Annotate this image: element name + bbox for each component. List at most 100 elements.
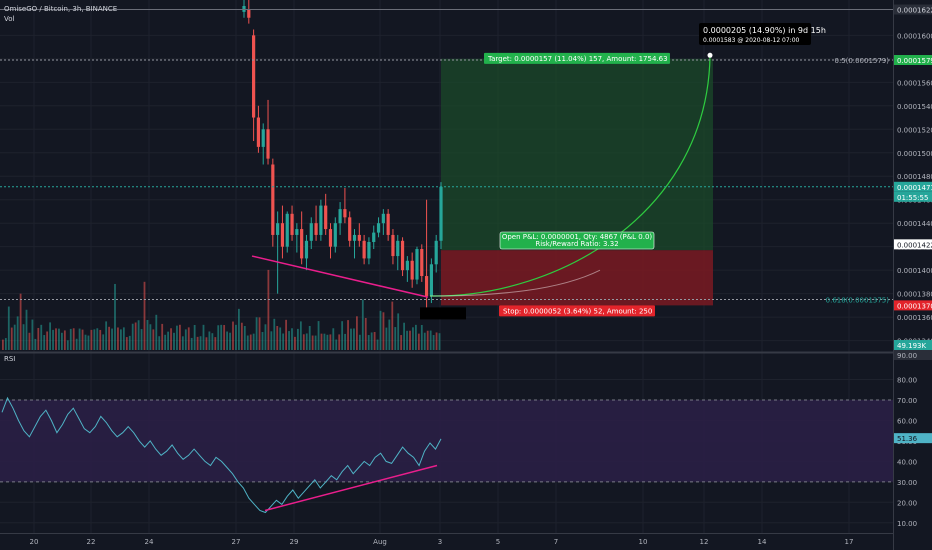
price-tick-label: 0.0001560 bbox=[897, 79, 932, 87]
volume-bar bbox=[52, 329, 54, 350]
volume-bar bbox=[412, 327, 414, 350]
candle-body bbox=[410, 260, 414, 280]
volume-bar bbox=[22, 324, 25, 350]
volume-bar bbox=[19, 293, 22, 350]
volume-bar bbox=[217, 325, 220, 350]
time-axis[interactable]: 20 22 24 27 29 Aug 3 5 7 10 12 14 17 bbox=[30, 538, 854, 546]
volume-bar bbox=[299, 321, 302, 350]
rsi-tag-top-bg bbox=[894, 350, 932, 360]
volume-bar bbox=[102, 334, 105, 350]
stop-zone[interactable] bbox=[441, 250, 713, 306]
volume-bar bbox=[146, 319, 149, 350]
volume-bar bbox=[282, 333, 285, 350]
rsi-label: RSI bbox=[4, 355, 15, 363]
volume-bar bbox=[4, 338, 7, 350]
candle-body bbox=[396, 240, 400, 257]
volume-bar bbox=[423, 332, 426, 350]
time-tick-label: 20 bbox=[30, 538, 39, 546]
volume-bar bbox=[400, 335, 403, 350]
volume-bar bbox=[128, 335, 131, 350]
candle-body bbox=[280, 223, 285, 247]
time-tick-label: 29 bbox=[290, 538, 299, 546]
candle-body bbox=[381, 213, 385, 224]
volume-bar bbox=[420, 324, 423, 350]
rsi-tick-label: 20.00 bbox=[897, 499, 917, 507]
price-tag-countdown-bg bbox=[894, 191, 932, 202]
target-label: Target: 0.0000157 (11.04%) 157, Amount: … bbox=[487, 55, 668, 63]
volume-bar bbox=[167, 331, 169, 350]
volume-bar bbox=[211, 333, 214, 350]
volume-bar bbox=[55, 328, 57, 350]
volume-bar bbox=[429, 330, 432, 350]
volume-bar bbox=[93, 329, 96, 350]
price-trendline[interactable] bbox=[251, 255, 429, 298]
target-label-box bbox=[484, 52, 670, 64]
time-tick-label: 3 bbox=[438, 538, 442, 546]
candle-body bbox=[400, 240, 405, 271]
volume-bar bbox=[152, 329, 155, 350]
candle-body bbox=[424, 276, 429, 296]
volume-bar bbox=[96, 328, 99, 350]
candle-body bbox=[309, 223, 313, 241]
time-tick-label: Aug bbox=[373, 538, 387, 546]
volume-bar bbox=[267, 269, 270, 350]
volume-bar bbox=[261, 332, 264, 350]
candle-body bbox=[357, 234, 361, 241]
volume-bar bbox=[90, 329, 93, 350]
volume-bar bbox=[208, 331, 211, 350]
candle-body bbox=[343, 209, 347, 218]
volume-bar bbox=[66, 340, 69, 350]
volume-bars bbox=[2, 269, 441, 350]
volume-bar bbox=[63, 330, 66, 350]
volume-bar bbox=[370, 332, 373, 350]
rsi-tag-top: 90.00 bbox=[897, 352, 917, 360]
volume-bar bbox=[2, 339, 4, 350]
volume-bar bbox=[170, 328, 172, 350]
candle-body bbox=[420, 249, 424, 277]
volume-bar bbox=[149, 324, 152, 350]
stop-label-box bbox=[499, 305, 655, 317]
volume-bar bbox=[196, 336, 199, 350]
price-tick-label: 0.0001480 bbox=[897, 173, 932, 181]
price-tag-current: 0.0001471 bbox=[897, 184, 932, 192]
fib-0618-label: 0.618(0.0001375) bbox=[826, 297, 890, 305]
volume-bar bbox=[87, 335, 90, 350]
candle-body bbox=[314, 223, 318, 235]
target-zone[interactable] bbox=[441, 58, 713, 251]
price-tag-volume-bg bbox=[894, 340, 932, 350]
volume-bar bbox=[114, 283, 116, 350]
volume-bar bbox=[235, 324, 237, 350]
volume-bar bbox=[379, 310, 382, 350]
volume-bar bbox=[143, 281, 146, 350]
price-tag-top: 0.0001622 bbox=[897, 7, 932, 15]
volume-bar bbox=[302, 334, 305, 350]
time-tick-label: 14 bbox=[758, 538, 767, 546]
projection-end-point[interactable] bbox=[707, 52, 713, 58]
volume-bar bbox=[397, 313, 400, 350]
rsi-tag-current-bg bbox=[894, 433, 932, 444]
candle-body bbox=[266, 129, 270, 159]
risk-reward-label: Risk/Reward Ratio: 3.32 bbox=[535, 240, 618, 248]
volume-bar bbox=[46, 331, 49, 350]
candle-body bbox=[348, 217, 352, 241]
price-tag-countdown: 01:55:55 bbox=[897, 194, 928, 202]
volume-bar bbox=[214, 337, 217, 350]
price-tag-fib05: 0.0001579 bbox=[897, 57, 932, 65]
price-tag-sub-bg bbox=[894, 239, 932, 250]
projection-tooltip bbox=[699, 23, 811, 45]
volume-bar bbox=[7, 306, 10, 350]
volume-bar bbox=[223, 325, 226, 350]
volume-bar bbox=[335, 339, 338, 350]
projection-curve-dim bbox=[429, 269, 601, 297]
rsi-tick-label: 10.00 bbox=[897, 520, 917, 528]
price-tag-volume: 49.193K bbox=[897, 342, 926, 350]
volume-bar bbox=[190, 337, 193, 350]
time-tick-label: 17 bbox=[845, 538, 854, 546]
volume-bar bbox=[238, 308, 240, 350]
candle-body bbox=[295, 229, 299, 235]
volume-label: Vol bbox=[4, 15, 15, 23]
volume-bar bbox=[117, 327, 119, 350]
rsi-trendline[interactable] bbox=[264, 464, 438, 512]
